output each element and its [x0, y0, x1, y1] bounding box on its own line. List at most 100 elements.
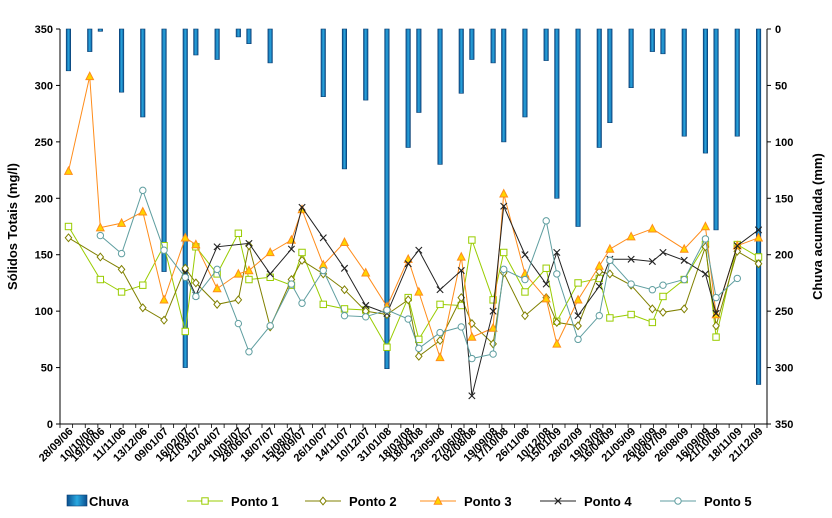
point-ponto-4-24 — [500, 202, 508, 210]
point-ponto-5-4 — [139, 186, 147, 195]
legend-ponto-2-marker — [319, 496, 327, 506]
point-ponto-5-24 — [500, 265, 508, 274]
point-ponto-2-2 — [96, 252, 105, 262]
point-ponto-2-27 — [552, 317, 561, 328]
rain-bar-5 — [161, 28, 167, 272]
point-ponto-5-11 — [266, 322, 274, 330]
y-axis-title-right: Chuva acumulada (mm) — [810, 153, 825, 300]
point-ponto-1-10 — [245, 275, 253, 284]
point-ponto-2-5 — [160, 315, 168, 325]
legend-ponto-4-marker — [554, 497, 562, 505]
point-ponto-4-38 — [754, 226, 763, 234]
rain-bar-28 — [575, 28, 581, 227]
point-ponto-2-13 — [298, 255, 306, 265]
legend-ponto-3-label: Ponto 3 — [464, 494, 512, 509]
y-right-tick-label: 100 — [775, 137, 793, 149]
point-ponto-3-5 — [159, 294, 169, 304]
rain-bar-18 — [405, 28, 411, 148]
y-left-tick-label: 100 — [35, 306, 53, 318]
point-ponto-3-11 — [265, 247, 275, 257]
rain-bar-0 — [65, 28, 71, 72]
point-ponto-4-14 — [319, 234, 327, 242]
point-ponto-5-22 — [468, 354, 476, 363]
rain-bar-38 — [755, 28, 762, 385]
point-ponto-5-31 — [627, 280, 635, 288]
point-ponto-5-37 — [733, 274, 741, 283]
rain-bar-36 — [713, 28, 719, 231]
point-ponto-4-36 — [712, 309, 720, 317]
legend-chuva-label: Chuva — [89, 494, 130, 509]
point-ponto-3-27 — [552, 338, 562, 348]
point-ponto-4-15 — [340, 264, 349, 272]
point-ponto-3-15 — [339, 237, 350, 246]
point-ponto-1-2 — [96, 275, 105, 284]
point-ponto-3-8 — [212, 283, 222, 293]
point-ponto-5-7 — [192, 292, 200, 301]
rain-bar-32 — [649, 28, 655, 52]
point-ponto-5-29 — [595, 311, 603, 320]
point-ponto-3-3 — [116, 217, 127, 227]
point-ponto-5-15 — [340, 311, 349, 320]
point-ponto-3-31 — [626, 231, 636, 241]
point-ponto-2-28 — [574, 321, 582, 331]
y-left-tick-label: 350 — [35, 24, 53, 36]
rain-bar-29 — [596, 28, 602, 148]
point-ponto-2-4 — [138, 303, 147, 313]
point-ponto-1-32 — [648, 318, 657, 327]
y-right-tick-label: 350 — [775, 419, 793, 431]
point-ponto-1-6 — [181, 327, 189, 336]
rain-bar-7 — [193, 28, 199, 56]
rain-bar-2 — [97, 28, 103, 32]
point-ponto-4-35 — [701, 270, 710, 278]
point-ponto-5-12 — [287, 280, 296, 288]
point-ponto-3-23 — [488, 322, 498, 332]
point-ponto-5-20 — [436, 328, 444, 337]
point-ponto-3-7 — [191, 239, 201, 249]
point-ponto-5-13 — [298, 299, 306, 307]
point-ponto-3-26 — [541, 293, 551, 303]
point-ponto-1-31 — [627, 310, 635, 319]
point-ponto-1-22 — [468, 236, 476, 244]
y-right-tick-label: 150 — [775, 193, 793, 205]
rain-bar-37 — [734, 28, 740, 137]
rain-bar-8 — [214, 28, 220, 60]
point-ponto-3-9 — [233, 268, 243, 278]
y-left-tick-label: 150 — [35, 250, 53, 262]
point-ponto-1-3 — [117, 288, 126, 296]
point-ponto-4-19 — [415, 246, 423, 254]
rain-bar-34 — [681, 28, 687, 137]
point-ponto-3-10 — [244, 265, 254, 275]
point-ponto-2-34 — [680, 304, 689, 314]
point-ponto-5-25 — [521, 275, 529, 284]
point-ponto-1-30 — [606, 314, 614, 322]
rain-bar-31 — [628, 28, 634, 89]
point-ponto-2-9 — [234, 295, 243, 305]
point-ponto-4-16 — [362, 301, 370, 310]
y-left-tick-label: 200 — [35, 193, 53, 205]
rain-bar-16 — [363, 28, 369, 101]
point-ponto-2-25 — [521, 311, 529, 321]
point-ponto-5-36 — [712, 293, 720, 302]
point-ponto-3-6 — [180, 232, 190, 242]
point-ponto-4-34 — [680, 256, 688, 264]
point-ponto-1-11 — [266, 273, 274, 281]
point-ponto-3-29 — [594, 260, 604, 270]
point-ponto-3-32 — [647, 223, 657, 233]
point-ponto-5-23 — [489, 350, 497, 358]
point-ponto-2-38 — [754, 259, 763, 269]
y-left-tick-label: 0 — [47, 419, 53, 431]
point-ponto-3-34 — [679, 243, 689, 253]
point-ponto-5-28 — [574, 335, 582, 344]
point-ponto-4-31 — [627, 255, 635, 263]
rain-bar-14 — [320, 28, 326, 97]
point-ponto-2-20 — [436, 335, 444, 346]
rain-bar-24 — [501, 28, 507, 143]
point-ponto-2-18 — [404, 295, 413, 305]
point-ponto-1-20 — [436, 300, 444, 309]
legend: Chuva Ponto 1 Ponto 2 Ponto 3 Ponto 4 Ponto 5 — [66, 494, 752, 509]
point-ponto-3-2 — [95, 222, 105, 232]
point-ponto-3-0 — [63, 165, 74, 175]
point-ponto-4-12 — [287, 245, 296, 253]
point-ponto-4-26 — [542, 280, 550, 288]
series-lines — [63, 71, 764, 400]
